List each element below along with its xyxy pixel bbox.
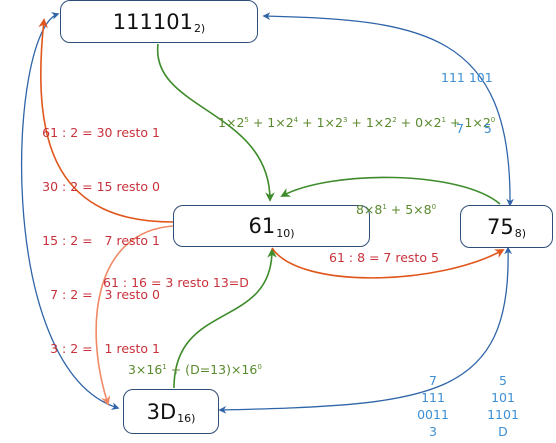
binary-octal-grouping: 111 101 7 5 — [441, 35, 493, 154]
group-cell: 5 — [499, 373, 507, 388]
hex-to-decimal-formula: 3×161 + (D=13)×160 — [127, 362, 262, 377]
decimal-node: 61 10) — [173, 205, 370, 247]
arrow-hex-to-decimal — [173, 248, 277, 389]
decimal-base: 10) — [276, 226, 295, 240]
hex-node: 3D 16) — [123, 389, 219, 434]
decimal-to-octal-division: 61 : 8 = 7 resto 5 — [329, 250, 439, 265]
hex-value: 3D — [146, 399, 177, 424]
division-by-2-list: 61 : 2 = 30 resto 1 30 : 2 = 15 resto 0 … — [18, 88, 160, 376]
group-cell: 3 — [429, 424, 437, 439]
binary-base: 2) — [193, 22, 206, 35]
group-cell: 101 — [491, 390, 515, 405]
arrow-binary-octal — [262, 12, 514, 207]
binary-to-decimal-formula: 1×25 + 1×24 + 1×23 + 1×22 + 0×21 + 1×20 — [218, 115, 496, 130]
division-step: 61 : 2 = 30 resto 1 — [42, 125, 160, 140]
octal-value: 75 — [486, 214, 514, 239]
division-step: 3 : 2 = 1 resto 1 — [50, 341, 160, 356]
octal-digits: 7 5 — [456, 121, 492, 136]
binary-groups: 111 101 — [441, 70, 493, 85]
group-cell: 0011 — [417, 407, 449, 422]
binary-node: 111101 2) — [60, 0, 258, 43]
hex-base: 16) — [177, 412, 196, 425]
decimal-value: 61 — [248, 214, 276, 238]
octal-node: 75 8) — [460, 205, 553, 248]
arrow-binary-to-decimal — [157, 43, 275, 202]
group-cell: 1101 — [487, 407, 519, 422]
division-step: 15 : 2 = 7 resto 1 — [42, 233, 160, 248]
binary-value: 111101 — [112, 9, 193, 34]
group-cell: 111 — [421, 390, 445, 405]
arrow-binary-hex — [20, 12, 120, 410]
arrow-decimal-to-hex — [95, 225, 174, 406]
hex-binary-grouping: 7 5 111 101 0011 1101 3 D — [407, 372, 529, 440]
arrow-octal-to-decimal — [280, 176, 501, 205]
decimal-to-hex-division: 61 : 16 = 3 resto 13=D — [103, 275, 249, 290]
octal-base: 8) — [514, 227, 527, 240]
group-cell: D — [498, 424, 508, 439]
group-cell: 7 — [429, 373, 437, 388]
octal-to-decimal-formula: 8×81 + 5×80 — [355, 202, 437, 217]
division-step: 7 : 2 = 3 resto 0 — [50, 287, 160, 302]
arrow-decimal-to-octal — [271, 247, 505, 279]
arrow-hex-octal — [218, 246, 513, 414]
division-step: 30 : 2 = 15 resto 0 — [42, 179, 160, 194]
arrow-decimal-to-binary — [38, 18, 174, 223]
